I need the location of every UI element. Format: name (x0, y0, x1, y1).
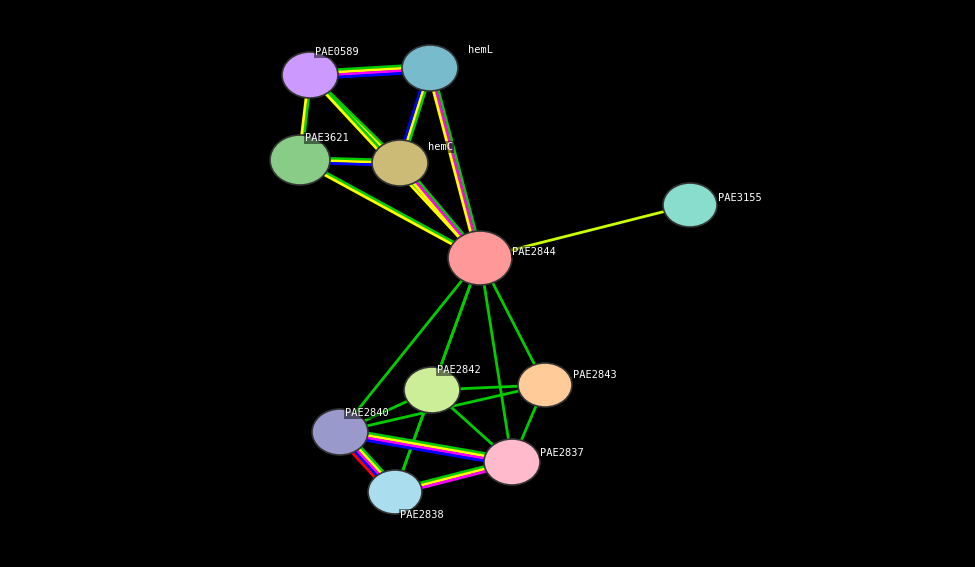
Text: PAE3155: PAE3155 (718, 193, 761, 203)
Text: PAE0589: PAE0589 (315, 47, 359, 57)
Ellipse shape (518, 363, 572, 407)
Ellipse shape (484, 439, 540, 485)
Ellipse shape (402, 45, 458, 91)
Ellipse shape (282, 52, 338, 98)
Text: PAE2838: PAE2838 (400, 510, 444, 520)
Text: PAE2842: PAE2842 (437, 365, 481, 375)
Text: PAE2844: PAE2844 (512, 247, 556, 257)
Text: hemL: hemL (468, 45, 493, 55)
Text: PAE2843: PAE2843 (573, 370, 617, 380)
Text: PAE2837: PAE2837 (540, 448, 584, 458)
Text: hemC: hemC (428, 142, 453, 152)
Text: PAE3621: PAE3621 (305, 133, 349, 143)
Ellipse shape (404, 367, 460, 413)
Ellipse shape (368, 470, 422, 514)
Text: PAE2840: PAE2840 (345, 408, 389, 418)
Ellipse shape (372, 140, 428, 186)
Ellipse shape (270, 135, 330, 185)
Ellipse shape (663, 183, 717, 227)
Ellipse shape (312, 409, 368, 455)
Ellipse shape (448, 231, 512, 285)
